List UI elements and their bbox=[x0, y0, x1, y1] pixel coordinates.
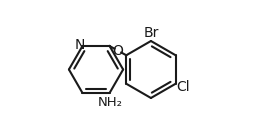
Text: N: N bbox=[75, 38, 85, 52]
Text: Br: Br bbox=[144, 26, 159, 40]
Text: O: O bbox=[112, 44, 123, 58]
Text: Cl: Cl bbox=[176, 80, 190, 94]
Text: NH₂: NH₂ bbox=[98, 95, 123, 109]
